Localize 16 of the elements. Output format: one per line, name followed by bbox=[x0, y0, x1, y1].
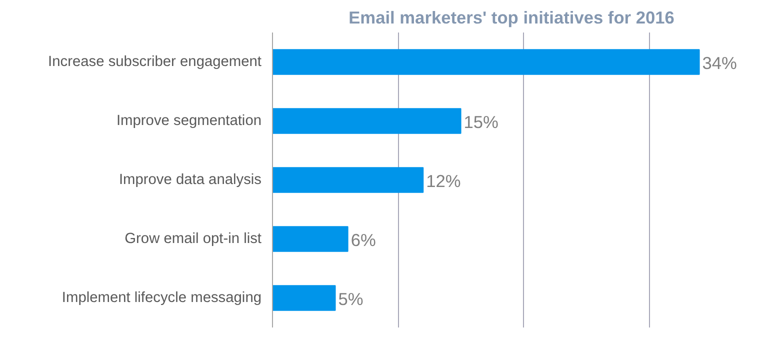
y-tick-label: Improve segmentation bbox=[116, 113, 262, 129]
data-label: 12% bbox=[426, 171, 461, 191]
data-label: 15% bbox=[464, 112, 498, 132]
y-tick-label: Improve data analysis bbox=[118, 172, 262, 188]
bar bbox=[272, 49, 700, 75]
bar bbox=[272, 167, 424, 193]
bar bbox=[272, 285, 336, 311]
data-label: 34% bbox=[702, 53, 737, 73]
data-label: 6% bbox=[350, 230, 376, 250]
y-tick-label: Grow email opt-in list bbox=[124, 231, 262, 247]
chart-title: Email marketers' top initiatives for 2016 bbox=[348, 8, 675, 28]
y-tick-label: Implement lifecycle messaging bbox=[62, 290, 262, 306]
bar bbox=[272, 226, 348, 252]
bar bbox=[272, 108, 462, 134]
data-label: 5% bbox=[338, 289, 364, 309]
y-tick-label: Increase subscriber engagement bbox=[48, 54, 262, 70]
